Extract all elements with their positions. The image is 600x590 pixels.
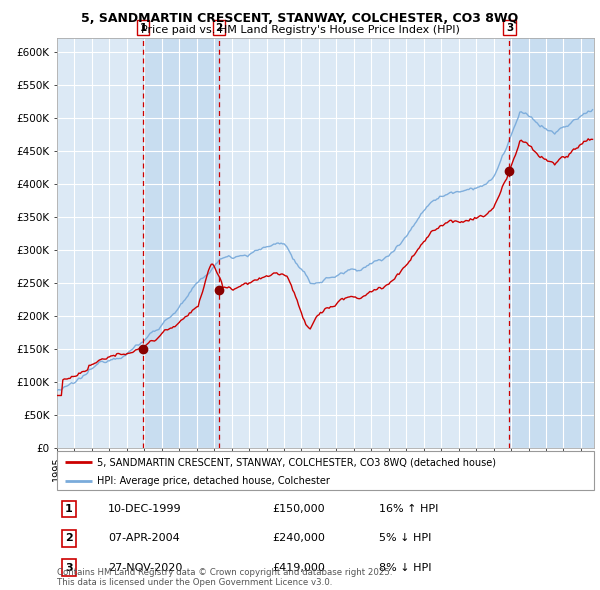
Text: 5, SANDMARTIN CRESCENT, STANWAY, COLCHESTER, CO3 8WQ (detached house): 5, SANDMARTIN CRESCENT, STANWAY, COLCHES… xyxy=(97,457,496,467)
Text: 3: 3 xyxy=(506,23,513,33)
Text: £150,000: £150,000 xyxy=(272,504,325,514)
Text: 1: 1 xyxy=(65,504,73,514)
Text: 8% ↓ HPI: 8% ↓ HPI xyxy=(379,563,432,573)
Text: 1: 1 xyxy=(140,23,147,33)
FancyBboxPatch shape xyxy=(57,451,594,490)
Text: 5, SANDMARTIN CRESCENT, STANWAY, COLCHESTER, CO3 8WQ: 5, SANDMARTIN CRESCENT, STANWAY, COLCHES… xyxy=(82,12,518,25)
Bar xyxy=(509,38,594,448)
Text: HPI: Average price, detached house, Colchester: HPI: Average price, detached house, Colc… xyxy=(97,476,330,486)
Text: Contains HM Land Registry data © Crown copyright and database right 2025.
This d: Contains HM Land Registry data © Crown c… xyxy=(57,568,392,587)
Text: 2: 2 xyxy=(65,533,73,543)
Text: £240,000: £240,000 xyxy=(272,533,325,543)
Text: £419,000: £419,000 xyxy=(272,563,325,573)
Text: 2: 2 xyxy=(215,23,223,33)
Text: 16% ↑ HPI: 16% ↑ HPI xyxy=(379,504,439,514)
Text: 07-APR-2004: 07-APR-2004 xyxy=(108,533,180,543)
Text: 27-NOV-2020: 27-NOV-2020 xyxy=(108,563,182,573)
Text: Price paid vs. HM Land Registry's House Price Index (HPI): Price paid vs. HM Land Registry's House … xyxy=(140,25,460,35)
Text: 5% ↓ HPI: 5% ↓ HPI xyxy=(379,533,431,543)
Text: 10-DEC-1999: 10-DEC-1999 xyxy=(108,504,182,514)
Bar xyxy=(143,38,219,448)
Text: 3: 3 xyxy=(65,563,73,573)
